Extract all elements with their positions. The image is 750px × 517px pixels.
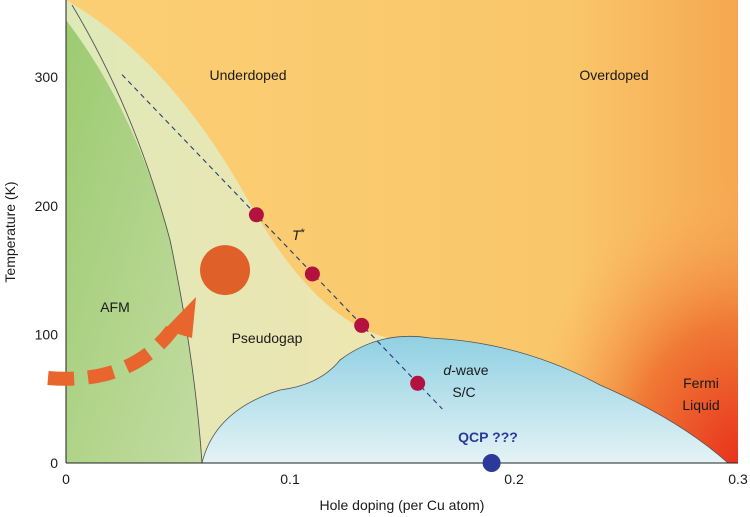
y-tick-label: 0 — [50, 455, 58, 471]
y-tick-label: 100 — [35, 326, 59, 342]
label-underdoped: Underdoped — [209, 67, 286, 83]
y-tick-label: 200 — [35, 198, 59, 214]
afm-boundary — [71, 4, 203, 464]
x-tick-label: 0.3 — [728, 471, 748, 487]
label-pseudogap: Pseudogap — [232, 330, 303, 346]
y-axis-title: Temperature (K) — [2, 181, 18, 282]
tstar-points — [248, 207, 426, 391]
x-tick-labels: 0 0.1 0.2 0.3 — [62, 471, 748, 487]
x-tick-label: 0 — [62, 471, 70, 487]
dashed-arrow — [47, 325, 178, 386]
label-qcp: QCP ??? — [458, 429, 518, 445]
label-fermi: Fermi — [683, 375, 719, 391]
x-tick-label: 0.2 — [504, 471, 524, 487]
label-tstar: T* — [292, 227, 306, 243]
x-axis-title: Hole doping (per Cu atom) — [320, 497, 485, 513]
qcp-point — [482, 454, 501, 472]
y-tick-labels: 0 100 200 300 — [35, 69, 59, 471]
tstar-point — [410, 375, 426, 391]
tstar-point — [304, 266, 320, 282]
superconducting-dome — [201, 335, 730, 464]
highlight-point — [200, 245, 251, 296]
label-dwave: d-wave — [443, 362, 488, 378]
label-liquid: Liquid — [682, 397, 719, 413]
arrow-head — [164, 297, 196, 338]
tstar-point — [248, 207, 264, 223]
label-sc: S/C — [452, 384, 475, 400]
x-tick-label: 0.1 — [280, 471, 300, 487]
afm-region — [66, 20, 202, 463]
tstar-point — [354, 317, 370, 333]
y-tick-label: 300 — [35, 69, 59, 85]
label-afm: AFM — [100, 299, 130, 315]
label-overdoped: Overdoped — [579, 67, 648, 83]
